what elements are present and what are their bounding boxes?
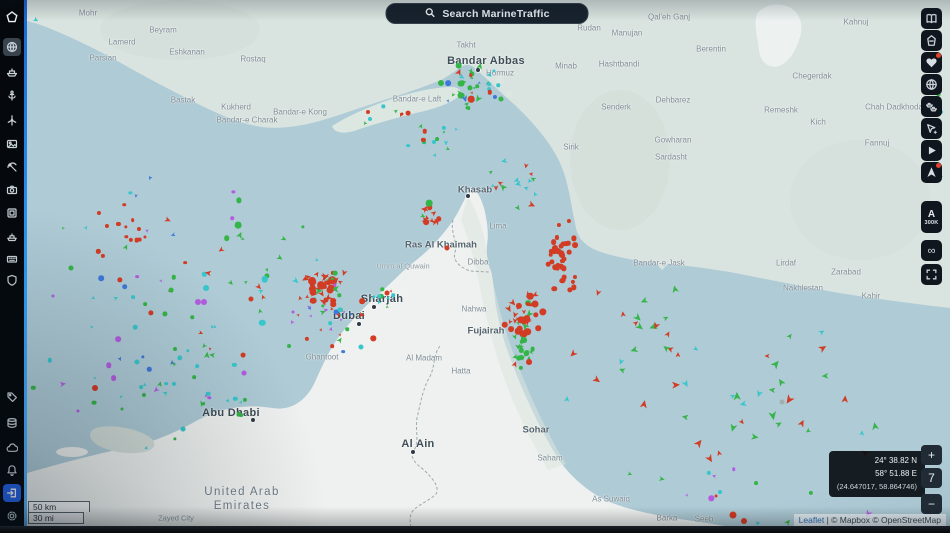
nav-login[interactable]	[3, 484, 21, 502]
photo-icon	[6, 139, 18, 149]
search-placeholder: Search MarineTraffic	[442, 7, 550, 20]
terrain-shade	[570, 90, 670, 230]
keyboard-icon	[6, 255, 18, 263]
satellite-icon	[7, 162, 17, 172]
notification-dot	[936, 53, 941, 58]
infinity-button[interactable]: ∞	[921, 240, 942, 261]
book-icon	[926, 13, 937, 24]
nav-live-map[interactable]	[3, 38, 21, 56]
vessel-count-button[interactable]: A 300K	[921, 201, 942, 233]
nav-data-services[interactable]	[3, 250, 21, 268]
favorites-button[interactable]	[921, 52, 942, 73]
scale-mi: 30 mi	[28, 512, 84, 524]
voyage-planner-button[interactable]	[921, 162, 942, 183]
logo-icon	[6, 11, 18, 23]
plus-icon: +	[927, 448, 935, 462]
border-musandam	[451, 219, 490, 273]
expand-icon	[925, 268, 938, 281]
charts-button[interactable]	[921, 8, 942, 29]
layers-icon	[7, 418, 17, 428]
nav-fleet[interactable]	[3, 227, 21, 245]
decimal-coordinates: (24.647017, 58.864746)	[836, 482, 917, 491]
ship-icon	[6, 68, 18, 77]
nav-notifications[interactable]	[3, 461, 21, 479]
hajar-mountains	[461, 196, 566, 470]
play-icon	[928, 146, 936, 155]
fullscreen-button[interactable]	[921, 264, 942, 285]
land-uae-oman	[24, 187, 785, 533]
my-fleet-button[interactable]	[921, 96, 942, 117]
latitude-dm: 24° 38.82 N	[874, 456, 917, 466]
attribution-text: | © Mapbox © OpenStreetMap	[824, 515, 941, 525]
monitor-bezel	[0, 526, 950, 533]
island	[56, 447, 88, 457]
map-scale-control: 50 km 30 mi	[28, 501, 90, 524]
minus-icon: −	[927, 497, 935, 511]
zoom-level: 7	[928, 471, 935, 485]
zoom-level-indicator: 7	[921, 468, 942, 488]
nav-tags[interactable]	[3, 388, 21, 406]
map-layers-button[interactable]	[921, 74, 942, 95]
heart-icon	[926, 58, 937, 68]
shield-icon	[7, 274, 17, 286]
nav-photos[interactable]	[3, 135, 21, 153]
nav-settings[interactable]	[3, 507, 21, 525]
cloud-icon	[6, 443, 18, 452]
cursor-coordinates-box: 24° 38.82 N 58° 51.88 E (24.647017, 58.8…	[828, 451, 925, 497]
zoom-in-button[interactable]: +	[921, 445, 942, 465]
aton-icon: A	[927, 208, 936, 220]
vessel-filter-button[interactable]	[921, 30, 942, 51]
border-uae-oman	[409, 345, 441, 533]
globe-icon	[6, 41, 18, 53]
search-icon	[424, 7, 435, 21]
nav-wind-farms[interactable]	[3, 111, 21, 129]
custom-area-button[interactable]	[921, 118, 942, 139]
map-attribution: Leaflet | © Mapbox © OpenStreetMap	[793, 514, 946, 526]
anchor-icon	[8, 90, 16, 101]
gallery-icon	[7, 208, 17, 218]
zoom-out-button[interactable]: −	[921, 494, 942, 514]
globe2-icon	[926, 79, 937, 90]
ship2-icon	[7, 233, 17, 242]
login-icon	[6, 488, 17, 498]
camera-icon	[6, 185, 18, 195]
larak-island	[505, 90, 513, 98]
nav-vessels[interactable]	[3, 63, 21, 81]
nav-satellite[interactable]	[3, 158, 21, 176]
nav-camera[interactable]	[3, 181, 21, 199]
terrain-shade	[100, 0, 260, 60]
leaflet-link[interactable]: Leaflet	[798, 515, 825, 525]
nav-cloud[interactable]	[3, 439, 21, 457]
terrain-shade	[790, 140, 930, 260]
bell-icon	[7, 465, 17, 476]
marinetraffic-logo	[3, 8, 21, 26]
wind-icon	[7, 115, 17, 126]
tag-icon	[7, 392, 17, 402]
longitude-dm: 58° 51.88 E	[875, 469, 917, 479]
navarrow-icon	[927, 167, 936, 178]
fleet-icon	[925, 102, 938, 112]
playback-button[interactable]	[921, 140, 942, 161]
search-bar[interactable]: Search MarineTraffic	[385, 3, 589, 24]
nav-coverage[interactable]	[3, 271, 21, 289]
hormuz-island	[495, 74, 505, 84]
scale-km: 50 km	[28, 501, 90, 512]
screen-edge-glow	[24, 0, 27, 533]
pointer-icon	[927, 124, 937, 134]
nav-gallery[interactable]	[3, 204, 21, 222]
left-sidebar	[0, 0, 24, 533]
notification-dot	[936, 163, 941, 168]
nav-layers[interactable]	[3, 414, 21, 432]
nav-ports[interactable]	[3, 87, 21, 105]
land-iran	[24, 0, 950, 308]
infinity-icon: ∞	[927, 244, 936, 257]
gear-icon	[7, 511, 17, 521]
vessel-count: 300K	[924, 219, 939, 226]
shipfront-icon	[927, 35, 936, 46]
salt-flat	[755, 4, 802, 67]
sabkha-patch	[90, 426, 155, 454]
